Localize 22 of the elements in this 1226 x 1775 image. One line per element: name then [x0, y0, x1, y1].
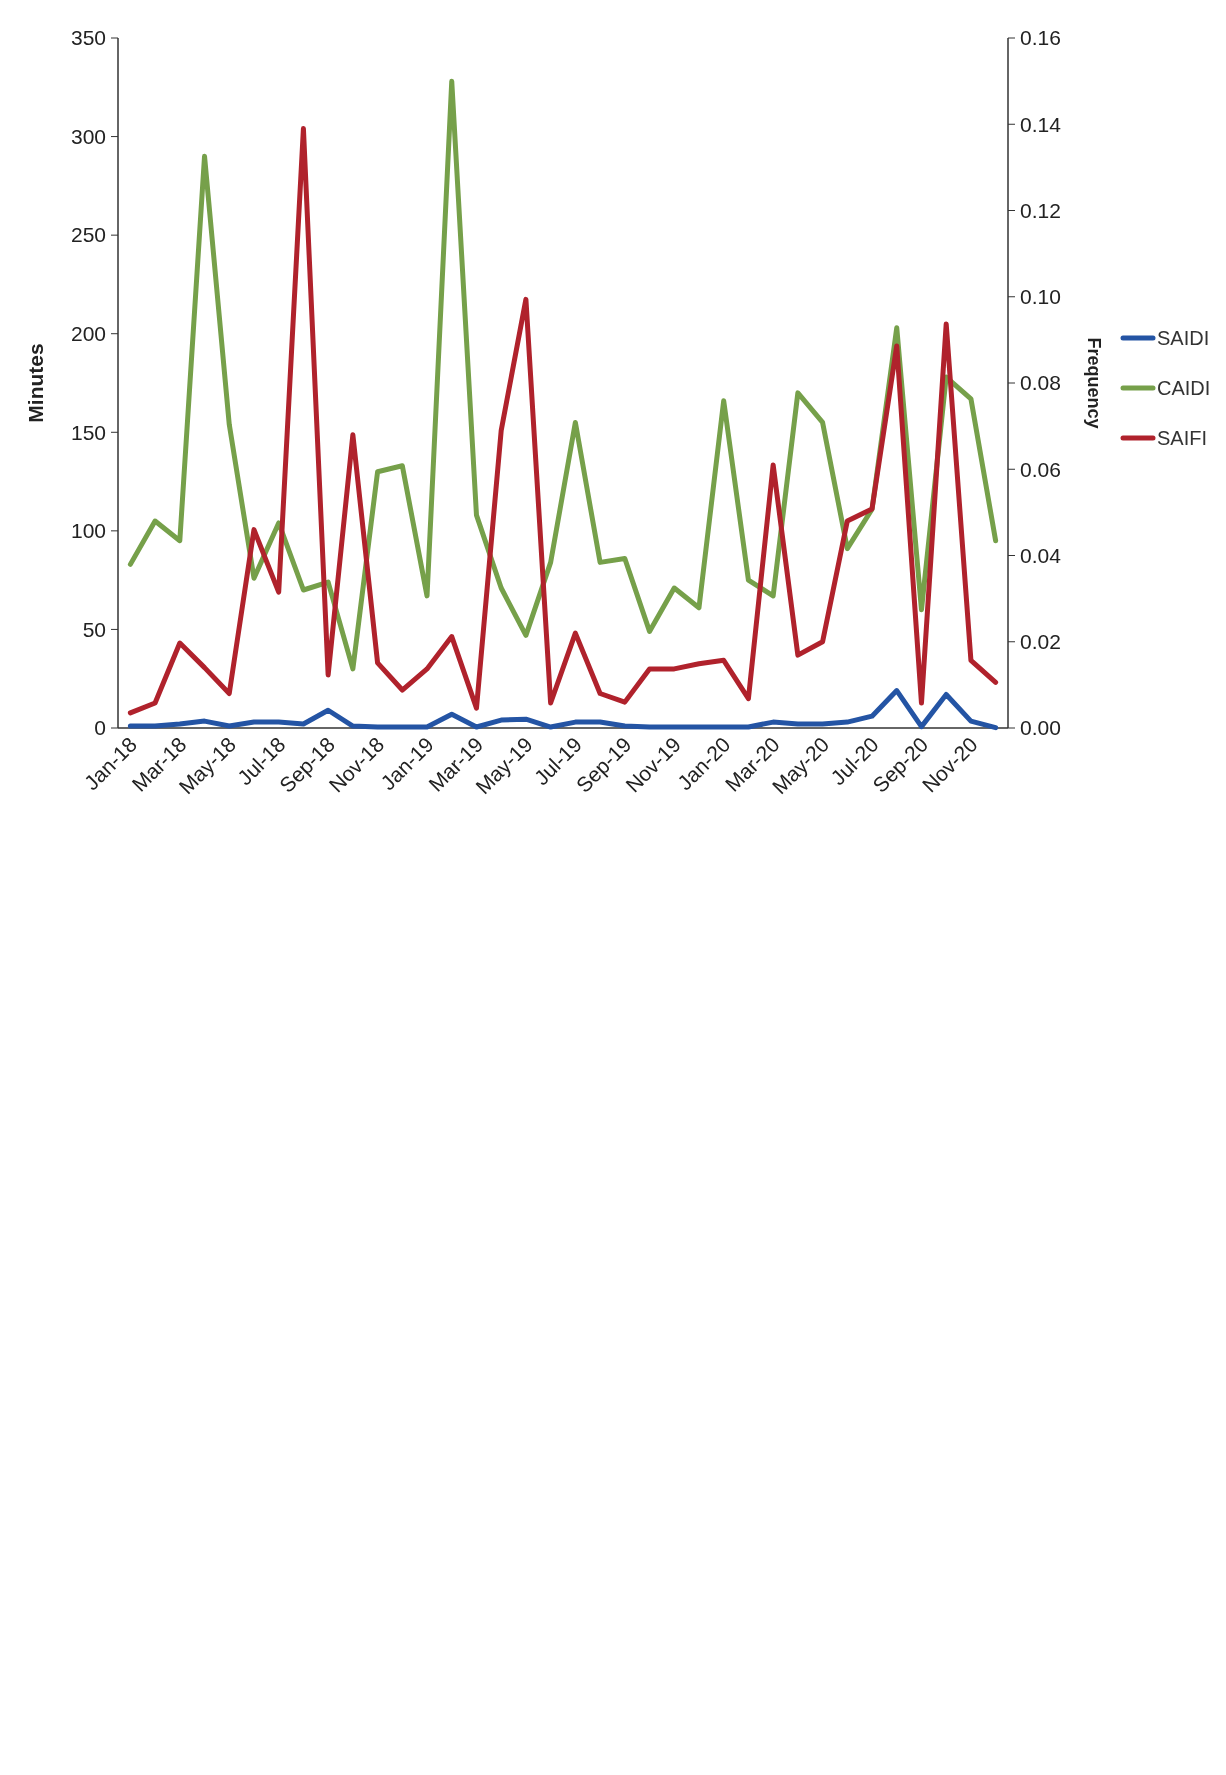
y2-tick-label: 0.04	[1020, 543, 1062, 567]
legend-label: CAIDI	[1157, 377, 1211, 399]
y2-tick-label: 0.12	[1020, 198, 1061, 222]
y2-tick-label: 0.02	[1020, 630, 1061, 654]
y2-axis-title: Frequency	[1084, 337, 1104, 429]
y2-tick-label: 0.10	[1020, 285, 1061, 309]
y2-tick-label: 0.14	[1020, 112, 1062, 136]
y-tick-label: 0	[94, 716, 106, 740]
y-axis-title: Minutes	[24, 343, 47, 423]
legend-label: SAIDI	[1157, 327, 1210, 349]
y-tick-label: 250	[70, 223, 106, 247]
y2-tick-label: 0.16	[1020, 26, 1061, 50]
y2-tick-label: 0.06	[1020, 457, 1061, 481]
y2-tick-label: 0.08	[1020, 371, 1061, 395]
y-tick-label: 350	[70, 26, 106, 50]
y2-tick-label: 0.00	[1020, 716, 1061, 740]
y-tick-label: 50	[82, 617, 106, 641]
y-tick-label: 200	[70, 322, 106, 346]
legend-label: SAIFI	[1157, 427, 1208, 449]
y-tick-label: 100	[70, 519, 106, 543]
y-tick-label: 300	[70, 124, 106, 148]
y-tick-label: 150	[70, 420, 106, 444]
